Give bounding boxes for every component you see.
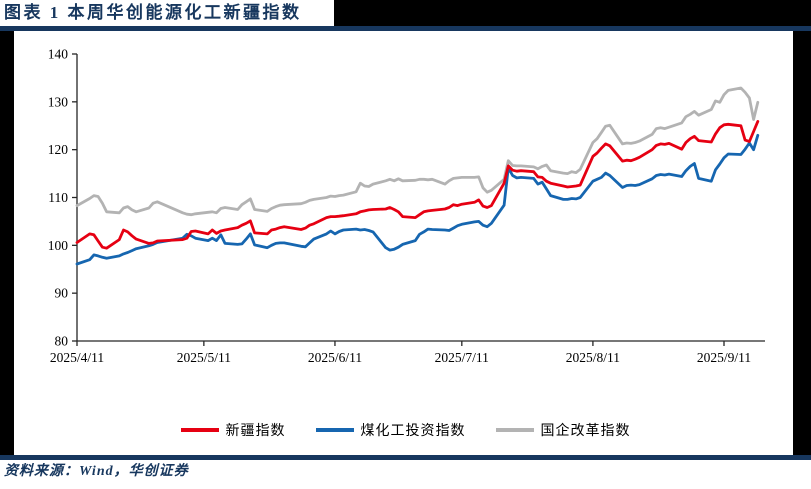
line-chart-svg: 80 90 100 110 120 130 140 2025/4/11 2025/5/11 202… (48, 47, 765, 365)
svg-text:110: 110 (48, 190, 68, 205)
title-underline-rule (0, 26, 811, 31)
svg-text:140: 140 (48, 47, 69, 62)
chart-area: 80 90 100 110 120 130 140 2025/4/11 2025/5/11 202… (0, 31, 811, 455)
chart-legend: 新疆指数 煤化工投资指数 国企改革指数 (0, 420, 811, 440)
legend-label: 煤化工投资指数 (360, 424, 466, 439)
svg-text:2025/8/11: 2025/8/11 (566, 350, 620, 365)
legend-swatch-red-line (180, 428, 219, 432)
bottom-rule (0, 455, 811, 460)
legend-item-coal-chemical-index: 煤化工投资指数 (315, 420, 466, 440)
figure-title: 图表 1 本周华创能源化工新疆指数 (4, 3, 302, 22)
svg-text:2025/7/11: 2025/7/11 (435, 350, 489, 365)
svg-text:2025/6/11: 2025/6/11 (308, 350, 362, 365)
title-black-strip (334, 0, 811, 26)
svg-text:2025/9/11: 2025/9/11 (697, 350, 751, 365)
svg-text:130: 130 (48, 94, 69, 109)
legend-item-soe-reform-index: 国企改革指数 (495, 420, 631, 440)
legend-label: 国企改革指数 (540, 424, 631, 439)
legend-label: 新疆指数 (225, 424, 286, 439)
svg-text:80: 80 (55, 334, 69, 349)
svg-text:90: 90 (55, 286, 69, 301)
right-black-bar (793, 31, 811, 455)
svg-text:100: 100 (48, 238, 69, 253)
legend-swatch-blue-line (315, 428, 354, 432)
left-black-bar (0, 31, 14, 455)
figure-title-bar: 图表 1 本周华创能源化工新疆指数 (0, 0, 811, 26)
source-note: 资料来源：Wind，华创证券 (4, 464, 189, 479)
svg-text:2025/5/11: 2025/5/11 (177, 350, 231, 365)
legend-item-xinjiang-index: 新疆指数 (180, 420, 286, 440)
svg-text:2025/4/11: 2025/4/11 (50, 350, 104, 365)
legend-swatch-gray-line (495, 428, 534, 432)
svg-text:120: 120 (48, 142, 69, 157)
